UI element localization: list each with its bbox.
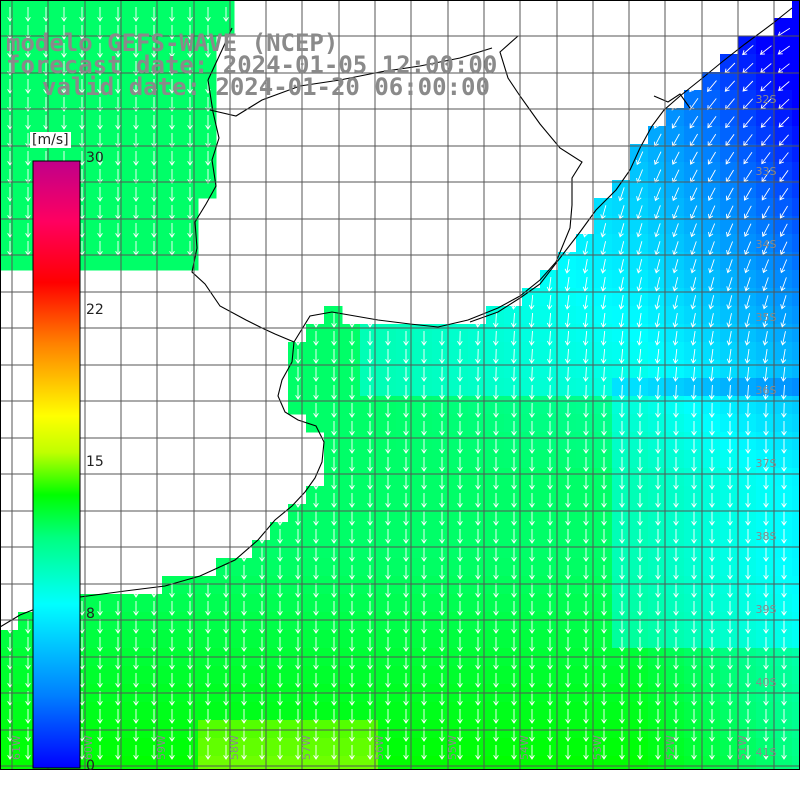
lon-label: 53W: [591, 735, 604, 760]
lon-label: 52W: [664, 735, 677, 760]
lat-label: 40S: [756, 676, 777, 689]
longitude-labels: 61W 60W 59W 58W 57W 56W 55W 54W 53W 52W 51W: [10, 735, 749, 760]
lat-label: 35S: [756, 311, 777, 324]
lon-label: 58W: [228, 735, 241, 760]
colorbar-tick-8: 8: [86, 606, 95, 622]
colorbar-tick-30: 30: [86, 150, 104, 166]
lat-label: 36S: [756, 384, 777, 397]
lon-label: 59W: [155, 735, 168, 760]
coastline: [0, 7, 793, 628]
model-title: modelo GEFS-WAVE (NCEP): [6, 29, 339, 57]
lat-label: 39S: [756, 603, 777, 616]
forecast-date: forecast date: 2024-01-05 12:00:00: [6, 51, 498, 79]
lat-label: 37S: [756, 457, 777, 470]
valid-date: valid date: 2024-01-20 06:00:00: [42, 73, 490, 101]
lat-label: 32S: [756, 93, 777, 106]
lon-label: 57W: [300, 735, 313, 760]
wind-speed-field: [0, 0, 800, 770]
colorbar-tick-22: 22: [86, 302, 104, 318]
lon-label: 55W: [446, 735, 459, 760]
lon-label: 56W: [373, 735, 386, 760]
lat-label: 38S: [756, 530, 777, 543]
border-line: [209, 47, 493, 117]
colorbar-unit: [m/s]: [30, 132, 71, 148]
lagoon-outline: [653, 93, 691, 109]
colorbar-tick-0: 0: [86, 758, 95, 774]
lat-lon-grid: [0, 0, 800, 770]
coastline-rio-de-la-plata: [293, 35, 583, 343]
lon-label: 51W: [736, 735, 749, 760]
colorbar-bar: [32, 160, 81, 769]
lat-label: 33S: [756, 165, 777, 178]
lat-label: 34S: [756, 238, 777, 251]
lon-label: 61W: [10, 735, 23, 760]
coastline-argentina: [0, 27, 325, 628]
lon-label: 60W: [82, 735, 95, 760]
lon-label: 54W: [518, 735, 531, 760]
latitude-labels: 32S 33S 34S 35S 36S 37S 38S 39S 40S 41S: [756, 93, 777, 759]
colorbar-tick-15: 15: [86, 454, 104, 470]
coastline-uruguay-brazil: [469, 7, 793, 323]
lat-label: 41S: [756, 746, 777, 759]
